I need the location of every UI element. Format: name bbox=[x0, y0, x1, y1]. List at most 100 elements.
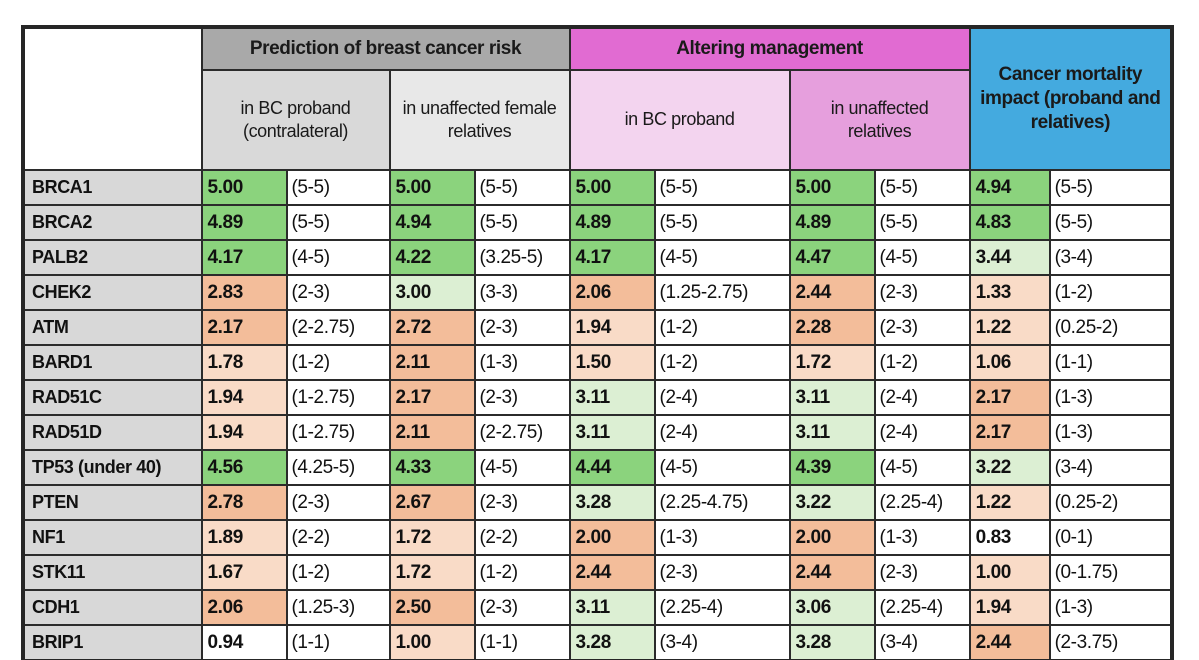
range-cell: (1-3) bbox=[1048, 379, 1173, 416]
corner-cell bbox=[22, 26, 203, 171]
score-cell: 0.83 bbox=[968, 519, 1051, 556]
score-cell: 5.00 bbox=[788, 169, 876, 206]
range-cell: (2-4) bbox=[873, 379, 971, 416]
table-row: STK11 1.67 (1-2) 1.72 (1-2) 2.44 (2-3) 2.44 (2-3… bbox=[22, 554, 1173, 591]
range-cell: (2-3) bbox=[653, 554, 791, 591]
gene-label: NF1 bbox=[22, 519, 203, 556]
range-cell: (1-2) bbox=[473, 554, 571, 591]
range-cell: (2-2.75) bbox=[473, 414, 571, 451]
score-cell: 2.28 bbox=[788, 309, 876, 346]
range-cell: (2.25-4.75) bbox=[653, 484, 791, 521]
score-cell: 2.17 bbox=[968, 414, 1051, 451]
gene-label: CDH1 bbox=[22, 589, 203, 626]
score-cell: 3.11 bbox=[568, 589, 656, 626]
gene-utility-table: Prediction of breast cancer risk Alterin… bbox=[20, 25, 1175, 660]
range-cell: (5-5) bbox=[653, 204, 791, 241]
gene-label: BRCA1 bbox=[22, 169, 203, 206]
range-cell: (1-2) bbox=[653, 344, 791, 381]
gene-label: TP53 (under 40) bbox=[22, 449, 203, 486]
score-cell: 3.11 bbox=[788, 414, 876, 451]
range-cell: (1.25-2.75) bbox=[653, 274, 791, 311]
range-cell: (5-5) bbox=[653, 169, 791, 206]
range-cell: (2-3) bbox=[473, 309, 571, 346]
score-cell: 4.17 bbox=[568, 239, 656, 276]
gene-label: BRCA2 bbox=[22, 204, 203, 241]
score-cell: 3.11 bbox=[568, 414, 656, 451]
score-cell: 1.67 bbox=[200, 554, 288, 591]
range-cell: (5-5) bbox=[873, 169, 971, 206]
score-cell: 3.28 bbox=[568, 624, 656, 660]
band-cancer-mortality-impact: Cancer mortality impact (proband and rel… bbox=[968, 26, 1173, 171]
score-cell: 4.17 bbox=[200, 239, 288, 276]
range-cell: (1.25-3) bbox=[285, 589, 391, 626]
score-cell: 4.47 bbox=[788, 239, 876, 276]
subheader-unaffected-relatives: in unaffected relatives bbox=[788, 69, 971, 171]
range-cell: (5-5) bbox=[1048, 169, 1173, 206]
range-cell: (4-5) bbox=[873, 449, 971, 486]
subheader-bc-proband-contralateral: in BC proband (contralateral) bbox=[200, 69, 391, 171]
score-cell: 1.72 bbox=[388, 554, 476, 591]
score-cell: 4.83 bbox=[968, 204, 1051, 241]
score-cell: 2.17 bbox=[200, 309, 288, 346]
range-cell: (1-3) bbox=[1048, 589, 1173, 626]
score-cell: 4.94 bbox=[388, 204, 476, 241]
score-cell: 1.94 bbox=[200, 379, 288, 416]
score-cell: 2.83 bbox=[200, 274, 288, 311]
range-cell: (3-3) bbox=[473, 274, 571, 311]
range-cell: (1-2) bbox=[873, 344, 971, 381]
range-cell: (4-5) bbox=[285, 239, 391, 276]
score-cell: 2.11 bbox=[388, 344, 476, 381]
table-row: RAD51C 1.94 (1-2.75) 2.17 (2-3) 3.11 (2-4) 3.11… bbox=[22, 379, 1173, 416]
score-cell: 2.17 bbox=[968, 379, 1051, 416]
score-cell: 2.06 bbox=[200, 589, 288, 626]
score-cell: 2.44 bbox=[788, 274, 876, 311]
range-cell: (2-3) bbox=[473, 379, 571, 416]
range-cell: (1-2) bbox=[653, 309, 791, 346]
range-cell: (2-3) bbox=[285, 274, 391, 311]
score-cell: 1.22 bbox=[968, 484, 1051, 521]
gene-label: BARD1 bbox=[22, 344, 203, 381]
range-cell: (1-2.75) bbox=[285, 414, 391, 451]
score-cell: 1.94 bbox=[968, 589, 1051, 626]
score-cell: 2.17 bbox=[388, 379, 476, 416]
range-cell: (0.25-2) bbox=[1048, 309, 1173, 346]
score-cell: 3.28 bbox=[788, 624, 876, 660]
range-cell: (3-4) bbox=[653, 624, 791, 660]
table-row: BARD1 1.78 (1-2) 2.11 (1-3) 1.50 (1-2) 1.72 (1-2… bbox=[22, 344, 1173, 381]
range-cell: (1-2) bbox=[285, 344, 391, 381]
table-row: NF1 1.89 (2-2) 1.72 (2-2) 2.00 (1-3) 2.00 (1-3) 0… bbox=[22, 519, 1173, 556]
range-cell: (2.25-4) bbox=[653, 589, 791, 626]
score-cell: 0.94 bbox=[200, 624, 288, 660]
range-cell: (2.25-4) bbox=[873, 589, 971, 626]
score-cell: 4.22 bbox=[388, 239, 476, 276]
range-cell: (2-4) bbox=[653, 379, 791, 416]
score-cell: 3.44 bbox=[968, 239, 1051, 276]
table-row: BRCA2 4.89 (5-5) 4.94 (5-5) 4.89 (5-5) 4.89 (5-5… bbox=[22, 204, 1173, 241]
range-cell: (1-1) bbox=[1048, 344, 1173, 381]
gene-label: ATM bbox=[22, 309, 203, 346]
score-cell: 3.22 bbox=[788, 484, 876, 521]
score-cell: 4.44 bbox=[568, 449, 656, 486]
range-cell: (2-3) bbox=[473, 589, 571, 626]
score-cell: 1.50 bbox=[568, 344, 656, 381]
table-row: BRCA1 5.00 (5-5) 5.00 (5-5) 5.00 (5-5) 5.00 (5-5… bbox=[22, 169, 1173, 206]
range-cell: (0-1.75) bbox=[1048, 554, 1173, 591]
score-cell: 4.56 bbox=[200, 449, 288, 486]
score-cell: 4.39 bbox=[788, 449, 876, 486]
score-cell: 5.00 bbox=[200, 169, 288, 206]
range-cell: (5-5) bbox=[1048, 204, 1173, 241]
range-cell: (5-5) bbox=[873, 204, 971, 241]
range-cell: (1-3) bbox=[473, 344, 571, 381]
score-cell: 2.67 bbox=[388, 484, 476, 521]
score-cell: 2.78 bbox=[200, 484, 288, 521]
header-sub-row: in BC proband (contralateral) in unaffec… bbox=[24, 69, 1172, 171]
range-cell: (2-3.75) bbox=[1048, 624, 1173, 660]
range-cell: (2-3) bbox=[285, 484, 391, 521]
range-cell: (4-5) bbox=[473, 449, 571, 486]
gene-label: RAD51D bbox=[22, 414, 203, 451]
range-cell: (1-3) bbox=[873, 519, 971, 556]
range-cell: (2-4) bbox=[873, 414, 971, 451]
range-cell: (3.25-5) bbox=[473, 239, 571, 276]
table-header: Prediction of breast cancer risk Alterin… bbox=[22, 26, 1173, 171]
